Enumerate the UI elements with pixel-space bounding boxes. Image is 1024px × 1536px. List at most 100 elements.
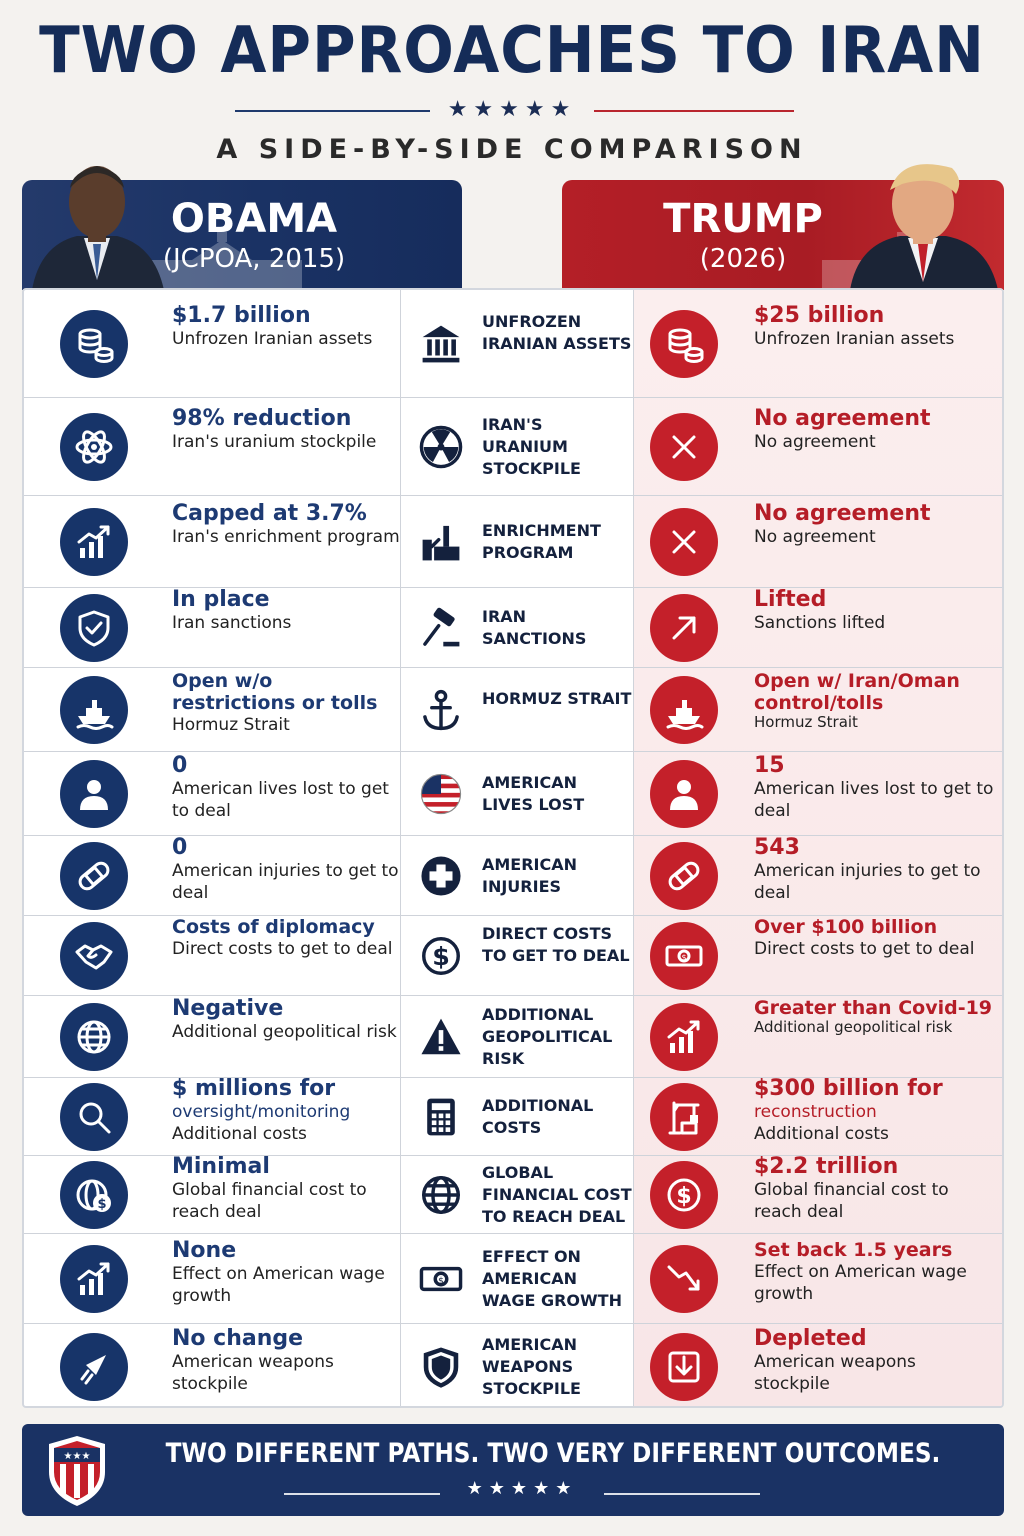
table-row: 98% reduction Iran's uranium stockpile I… [24, 398, 1002, 496]
trump-desc: No agreement [754, 527, 876, 547]
obama-cell: Open w/o restrictions or tolls Hormuz St… [172, 670, 402, 736]
obama-desc: Unfrozen Iranian assets [172, 329, 373, 349]
obama-cell: No change American weapons stockpile [172, 1327, 402, 1395]
category-label: DIRECT COSTS TO GET TO DEAL [482, 924, 630, 965]
table-row: None Effect on American wage growth $ EF… [24, 1234, 1002, 1324]
globe-icon [60, 1003, 128, 1071]
trump-cell: $300 billion for reconstruction Addition… [754, 1077, 994, 1145]
table-row: 0 American injuries to get to deal AMERI… [24, 836, 1002, 916]
trump-desc: Global financial cost to reach deal [754, 1180, 949, 1222]
ship-icon [650, 676, 718, 744]
trump-desc: Hormuz Strait [754, 713, 858, 731]
title-stars: ★★★★★ [447, 96, 577, 121]
dollar-circle-icon: $ [416, 931, 466, 981]
trump-name: TRUMP [663, 196, 823, 242]
trump-desc: Sanctions lifted [754, 613, 886, 633]
category-label: AMERICAN LIVES LOST [482, 773, 585, 814]
trump-cell: No agreement No agreement [754, 502, 994, 548]
table-row: No change American weapons stockpile AME… [24, 1324, 1002, 1406]
arrow-up-right-icon [650, 594, 718, 662]
globe-dollar-icon: $ [60, 1161, 128, 1229]
trump-desc: Effect on American wage growth [754, 1262, 967, 1304]
table-row: Open w/o restrictions or tolls Hormuz St… [24, 668, 1002, 752]
trump-value: Set back 1.5 years [754, 1239, 953, 1261]
column-divider [400, 290, 401, 1406]
trump-value: 15 [754, 753, 785, 778]
title-rule-right [594, 110, 794, 112]
trump-value: Depleted [754, 1326, 867, 1351]
svg-text:$: $ [432, 942, 450, 971]
obama-cell: 0 American injuries to get to deal [172, 836, 402, 904]
download-box-icon [650, 1333, 718, 1401]
obama-value: $1.7 billion [172, 303, 311, 328]
missile-icon [60, 1333, 128, 1401]
svg-text:★★★: ★★★ [64, 1451, 91, 1462]
banknote-icon: $ [416, 1254, 466, 1304]
trump-value: $2.2 trillion [754, 1154, 899, 1179]
obama-desc: Global financial cost to reach deal [172, 1180, 367, 1222]
trump-cell: 543 American injuries to get to deal [754, 836, 994, 904]
trump-cell: Depleted American weapons stockpile [754, 1327, 994, 1395]
obama-cell: Capped at 3.7% Iran's enrichment program [172, 502, 402, 548]
atom-icon [60, 413, 128, 481]
trump-cell: $25 billion Unfrozen Iranian assets [754, 304, 994, 350]
category-label: ADDITIONAL GEOPOLITICAL RISK [482, 1005, 613, 1068]
ship-icon [60, 676, 128, 744]
obama-cell: Negative Additional geopolitical risk [172, 997, 402, 1043]
banknote-icon: $ [650, 922, 718, 990]
trump-desc: American lives lost to get to deal [754, 779, 994, 821]
obama-desc: American injuries to get to deal [172, 861, 399, 903]
trump-value: 543 [754, 835, 800, 860]
obama-cell: None Effect on American wage growth [172, 1239, 402, 1307]
us-shield-icon: ★★★ [49, 1436, 105, 1506]
table-row: $1.7 billion Unfrozen Iranian assets UNF… [24, 290, 1002, 398]
footer-stars: ★★★★★ [466, 1478, 578, 1498]
obama-desc: Iran sanctions [172, 613, 292, 633]
obama-value: None [172, 1238, 237, 1263]
obama-cell: Minimal Global financial cost to reach d… [172, 1155, 402, 1223]
obama-desc: Effect on American wage growth [172, 1264, 385, 1306]
category-label: IRAN'S URANIUM STOCKPILE [482, 415, 581, 478]
handshake-icon [60, 922, 128, 990]
obama-value: $ millions for [172, 1076, 336, 1101]
obama-value-line2: oversight/monitoring [172, 1102, 351, 1122]
trump-desc: Additional geopolitical risk [754, 1018, 953, 1036]
trump-desc: No agreement [754, 432, 876, 452]
category-label: IRAN SANCTIONS [482, 607, 587, 648]
svg-text:$: $ [97, 1197, 106, 1212]
shield-icon [416, 1342, 466, 1392]
obama-cell: $1.7 billion Unfrozen Iranian assets [172, 304, 402, 350]
footer-banner: ★★★ TWO DIFFERENT PATHS. TWO VERY DIFFER… [22, 1424, 1004, 1516]
chart-up-icon [60, 508, 128, 576]
obama-value: Capped at 3.7% [172, 501, 367, 526]
obama-value: 98% reduction [172, 406, 352, 431]
trump-desc: Unfrozen Iranian assets [754, 329, 955, 349]
shield-check-icon [60, 594, 128, 662]
trump-cell: Over $100 billion Direct costs to get to… [754, 916, 994, 960]
calculator-icon [416, 1092, 466, 1142]
obama-value: Minimal [172, 1154, 270, 1179]
obama-value: Negative [172, 996, 284, 1021]
obama-cell: In place Iran sanctions [172, 588, 402, 634]
trump-desc: Additional costs [754, 1124, 889, 1144]
trump-subtitle: (2026) [699, 244, 787, 274]
svg-text:$: $ [438, 1276, 444, 1287]
obama-value: 0 [172, 835, 188, 860]
gavel-icon [416, 603, 466, 653]
title-rule-left [235, 110, 430, 112]
trump-value: Over $100 billion [754, 916, 938, 938]
obama-name: OBAMA [170, 196, 338, 242]
obama-value: 0 [172, 753, 188, 778]
bandage-icon [650, 842, 718, 910]
table-row: $ millions for oversight/monitoring Addi… [24, 1076, 1002, 1156]
white-house-silhouette-icon [142, 232, 302, 290]
category-label: EFFECT ON AMERICAN WAGE GROWTH [482, 1247, 622, 1310]
page-title: TWO APPROACHES TO IRAN [39, 14, 985, 88]
trump-portrait [850, 164, 998, 290]
warning-icon [416, 1012, 466, 1062]
obama-portrait [32, 166, 164, 290]
obama-subtitle: (JCPOA, 2015) [162, 244, 346, 274]
svg-text:$: $ [676, 1184, 691, 1209]
table-row: In place Iran sanctions IRAN SANCTIONS L… [24, 588, 1002, 668]
obama-value: No change [172, 1326, 304, 1351]
